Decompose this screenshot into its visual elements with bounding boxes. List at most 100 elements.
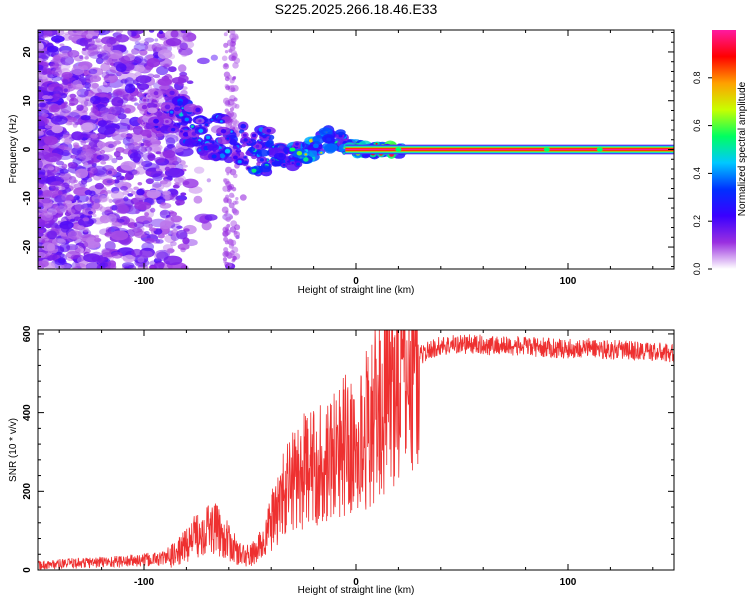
spectrogram-noise-blob (180, 264, 189, 269)
spectrogram-noise-blob (221, 206, 229, 214)
spectrogram-noise-blob (59, 264, 65, 269)
spectrogram-ridge-blob (347, 139, 353, 143)
spectrogram-noise-blob (127, 227, 143, 237)
spectrogram-noise-blob (117, 71, 123, 76)
spectrogram-noise-blob (100, 62, 111, 72)
spectrogram-noise-blob (38, 145, 44, 153)
spectrogram-ridge-blob (173, 106, 181, 112)
spectrogram-noise-blob (145, 224, 150, 228)
colorbar: 0.0 0.2 0.4 0.6 0.8 Normalized spectral ampl… (692, 30, 748, 275)
spectrogram-noise-blob (149, 144, 163, 152)
spectrogram-noise-blob (66, 117, 81, 126)
spectrogram-noise-blob (115, 34, 130, 43)
spectrogram-noise-blob (117, 218, 125, 223)
spectrogram-ridge-blob (307, 149, 318, 158)
spectrogram-noise-blob (80, 122, 94, 133)
spectrogram-ridge-blob (335, 129, 346, 136)
spectrogram-noise-blob (151, 183, 165, 191)
spectrogram-ridge-blob (235, 148, 242, 153)
spectrogram-noise-blob (234, 200, 239, 205)
spectrogram-noise-blob (170, 223, 182, 231)
spectrogram-noise-blob (83, 253, 101, 263)
spectrogram-noise-blob (120, 160, 137, 171)
spectrogram-noise-blob (41, 70, 48, 76)
spectrogram-noise-blob (231, 76, 236, 81)
spectrogram-noise-blob (182, 178, 199, 189)
spectrogram-noise-blob (79, 39, 89, 47)
spectrogram-noise-blob (51, 35, 65, 43)
spectrogram-noise-blob (177, 64, 187, 73)
spectrogram-noise-blob (107, 213, 117, 224)
spectrogram-noise-blob (61, 264, 71, 269)
spectrogram-noise-blob (38, 73, 48, 80)
spectrogram-noise-blob (227, 239, 234, 246)
spectrogram-noise-blob (239, 194, 247, 201)
spectrogram-noise-blob (71, 131, 84, 141)
spectrogram-noise-blob (133, 55, 144, 63)
spectrogram-noise-blob (102, 178, 116, 186)
spectrogram-ridge-core (184, 117, 190, 122)
spectrogram-noise-blob (222, 250, 229, 258)
spectrogram-noise-blob (38, 176, 47, 184)
spectrogram-noise-blob (134, 102, 139, 106)
spectrogram-noise-blob (154, 157, 166, 164)
spectrogram-noise-blob (152, 181, 162, 188)
spectrogram-noise-blob (129, 95, 137, 102)
spectrogram-noise-blob (69, 97, 79, 106)
spectrogram-noise-blob (235, 197, 239, 201)
spectrogram-ridge-core (244, 156, 247, 159)
spectrogram-ridge-blob (139, 129, 152, 137)
spectrogram-noise-blob (84, 162, 89, 167)
spectrogram-noise-blob (84, 189, 93, 196)
spectrogram-noise-blob (80, 140, 87, 146)
spectrogram-ridge-blob (243, 160, 249, 165)
spectrogram-noise-blob (161, 178, 172, 188)
spectrogram-noise-blob (156, 251, 169, 261)
spectrogram-noise-blob (158, 84, 170, 91)
spectrogram-noise-blob (38, 229, 44, 234)
spectrogram-noise-blob (61, 163, 68, 170)
spectrogram-noise-blob (53, 244, 60, 250)
spectrogram-ridge-core (248, 141, 251, 143)
spectrogram-noise-blob (231, 55, 237, 61)
y-tick-label: 200 (22, 483, 33, 500)
spectrogram-noise-blob (120, 117, 132, 127)
spectrogram-noise-blob (63, 88, 68, 93)
spectrogram-noise-blob (232, 255, 238, 261)
spectrogram-ridge-core (141, 104, 148, 110)
spectrogram-noise-blob (111, 251, 123, 259)
spectrogram-noise-blob (76, 83, 83, 88)
spectrogram-noise-blob (99, 206, 106, 212)
spectrogram-noise-blob (71, 204, 82, 215)
spectrogram-noise-blob (46, 255, 54, 261)
spectrogram-noise-blob (183, 224, 197, 235)
spectrogram-noise-blob (90, 106, 99, 114)
spectrogram-noise-blob (222, 63, 230, 70)
spectrogram-noise-blob (100, 52, 109, 61)
spectrogram-noise-blob (99, 195, 108, 202)
spectrogram-noise-blob (224, 261, 230, 267)
spectrogram-noise-blob (105, 190, 113, 194)
spectrogram-noise-blob (232, 62, 239, 69)
spectrogram-noise-blob (86, 67, 104, 77)
spectrogram-noise-blob (97, 193, 103, 198)
spectrogram-noise-blob (120, 186, 128, 191)
spectrogram-noise-blob (56, 30, 65, 36)
spectrogram-noise-blob (113, 140, 122, 145)
spectrogram-noise-blob (134, 71, 142, 77)
spectrogram-noise-blob (60, 224, 70, 233)
spectrogram-noise-blob (125, 176, 132, 181)
spectrogram-ridge-core (204, 123, 209, 127)
x-tick-label: 0 (353, 577, 359, 588)
spectrogram-noise-blob (89, 202, 94, 206)
spectrogram-noise-blob (222, 178, 228, 183)
spectrogram-noise-blob (99, 142, 116, 153)
spectrogram-noise-blob (115, 175, 125, 181)
spectrogram-noise-blob (42, 189, 53, 197)
spectrogram-noise-blob (38, 102, 46, 108)
spectrogram-noise-blob (135, 195, 146, 201)
spectrogram-ridge-core (153, 91, 159, 96)
spectrogram-noise-blob (176, 225, 183, 229)
spectrogram-noise-blob (87, 49, 96, 56)
spectrogram-ridge-core (182, 131, 189, 137)
